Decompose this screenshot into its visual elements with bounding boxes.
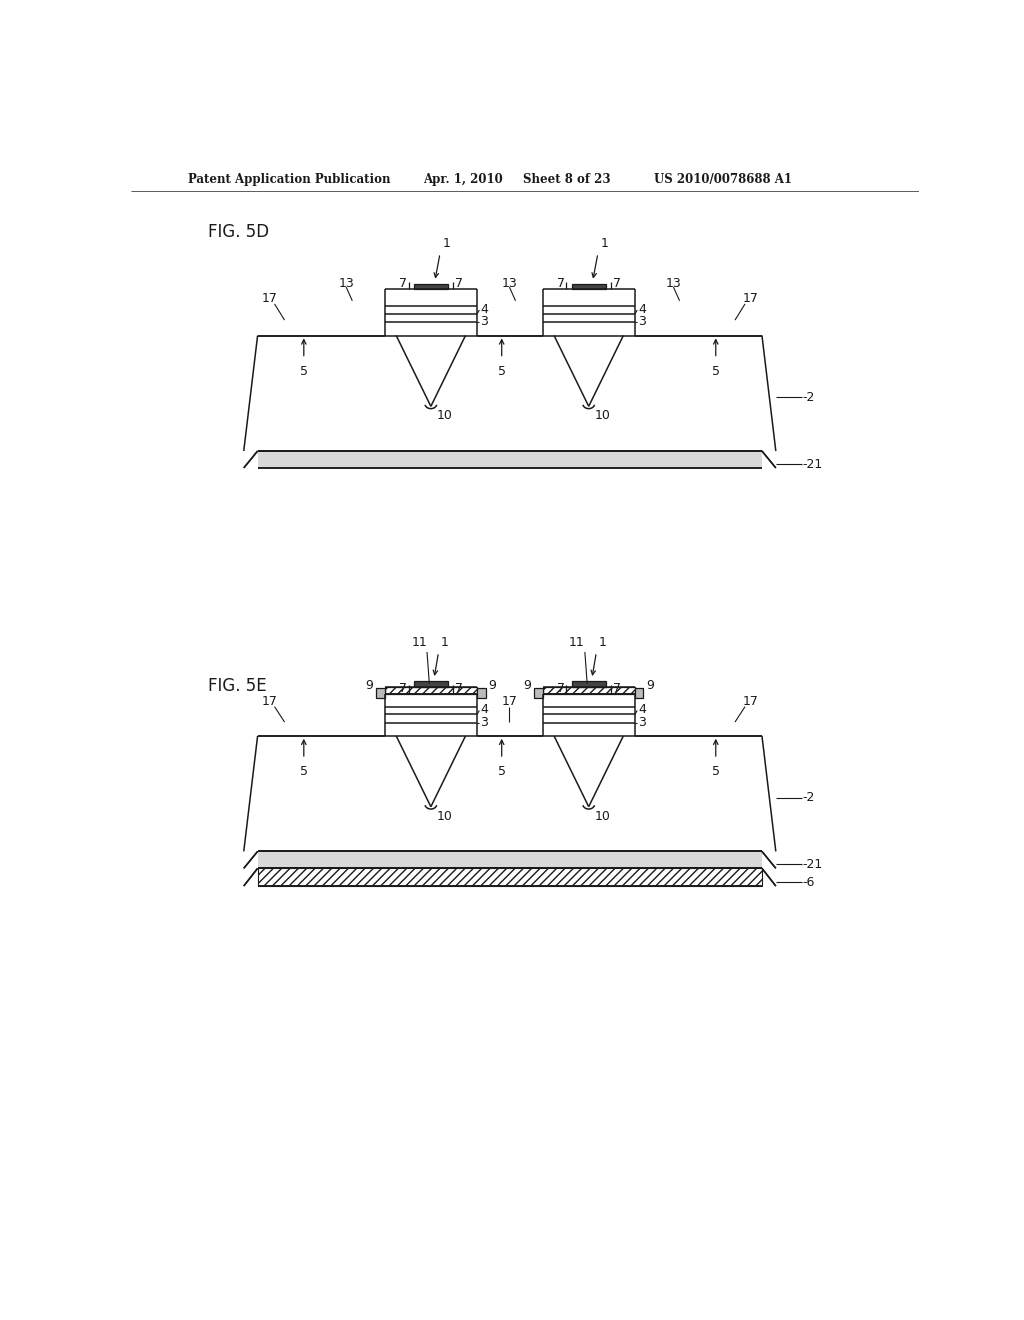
Text: 17: 17 (742, 694, 759, 708)
Text: 10: 10 (437, 409, 453, 422)
Text: 3: 3 (638, 315, 646, 329)
Text: 9: 9 (646, 680, 654, 693)
Text: 7: 7 (399, 681, 407, 694)
Text: 13: 13 (338, 277, 354, 289)
Text: 5: 5 (300, 766, 308, 779)
Text: 3: 3 (480, 315, 488, 329)
Text: -21: -21 (802, 458, 822, 471)
Bar (635, 688, 643, 698)
Text: 17: 17 (261, 694, 278, 708)
Text: 7: 7 (612, 681, 621, 694)
Text: FIG. 5D: FIG. 5D (208, 223, 268, 240)
Text: 13: 13 (666, 277, 681, 289)
Text: 17: 17 (742, 292, 759, 305)
Text: 9: 9 (366, 680, 373, 693)
Text: 5: 5 (498, 766, 506, 779)
Text: Sheet 8 of 23: Sheet 8 of 23 (523, 173, 611, 186)
Text: -2: -2 (802, 791, 814, 804)
Text: 7: 7 (612, 277, 621, 289)
Bar (571, 681, 605, 686)
Text: 17: 17 (502, 694, 517, 708)
Text: 1: 1 (442, 238, 451, 249)
Text: 11: 11 (412, 636, 427, 649)
Text: 10: 10 (595, 810, 610, 822)
Bar (258, 869, 762, 886)
Text: 13: 13 (502, 277, 517, 289)
Bar (258, 851, 762, 869)
Text: 1: 1 (600, 238, 608, 249)
Text: 11: 11 (569, 636, 585, 649)
Text: 4: 4 (638, 302, 646, 315)
Bar (571, 284, 605, 289)
Bar (535, 688, 543, 698)
Text: US 2010/0078688 A1: US 2010/0078688 A1 (654, 173, 793, 186)
Text: 7: 7 (455, 681, 463, 694)
Text: 9: 9 (488, 680, 497, 693)
Bar (477, 688, 485, 698)
Bar (376, 688, 385, 698)
Text: 7: 7 (557, 681, 565, 694)
Text: 1: 1 (599, 636, 606, 649)
Text: 3: 3 (480, 715, 488, 729)
Text: 9: 9 (523, 680, 531, 693)
Text: 4: 4 (480, 302, 488, 315)
Text: 5: 5 (712, 766, 720, 779)
Text: -21: -21 (802, 858, 822, 871)
Text: 10: 10 (437, 810, 453, 822)
Text: 5: 5 (498, 364, 506, 378)
Text: 5: 5 (712, 364, 720, 378)
Bar (414, 284, 447, 289)
Bar (414, 681, 447, 686)
Text: 7: 7 (399, 277, 407, 289)
Text: 7: 7 (557, 277, 565, 289)
Text: 5: 5 (300, 364, 308, 378)
Bar (258, 451, 762, 469)
Text: 4: 4 (638, 704, 646, 717)
Bar (543, 686, 635, 693)
Text: Apr. 1, 2010: Apr. 1, 2010 (423, 173, 503, 186)
Text: Patent Application Publication: Patent Application Publication (188, 173, 391, 186)
Text: 7: 7 (455, 277, 463, 289)
Text: 3: 3 (638, 715, 646, 729)
Text: 17: 17 (261, 292, 278, 305)
Text: 1: 1 (441, 636, 449, 649)
Text: 10: 10 (595, 409, 610, 422)
Text: FIG. 5E: FIG. 5E (208, 677, 266, 694)
Text: -2: -2 (802, 391, 814, 404)
Text: 4: 4 (480, 704, 488, 717)
Bar (385, 686, 477, 693)
Text: -6: -6 (802, 875, 814, 888)
